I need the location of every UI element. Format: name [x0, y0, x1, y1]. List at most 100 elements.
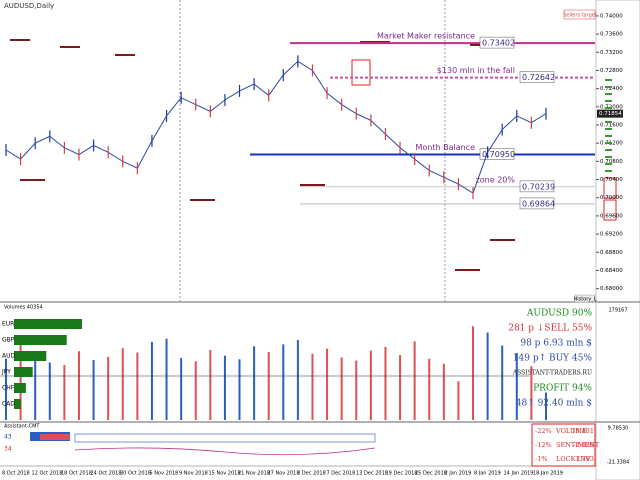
row-name: VOLUME [555, 427, 587, 435]
x-tick-label: 18 Oct 2018 [61, 471, 92, 477]
x-tick-label: 27 Nov 2018 [268, 471, 300, 477]
x-tick-label: 19 Dec 2018 [386, 471, 418, 477]
x-tick-label: 21 Nov 2018 [238, 471, 270, 477]
level-box [519, 180, 555, 193]
level-box [479, 36, 515, 49]
currency-label: CHF [2, 385, 15, 392]
x-tick-label: 3 Dec 2018 [297, 471, 326, 477]
x-tick-label: 30 Oct 2018 [120, 471, 151, 477]
level-text: Month Balance [415, 143, 475, 152]
y-tick-label: 0.69600 [600, 213, 623, 219]
indicator-axis-label: -21.3384 [607, 460, 629, 466]
y-tick-label: 0.70000 [600, 195, 623, 201]
row-pct: -22% [535, 427, 552, 435]
indicator-title: Assistant-CMT [4, 424, 40, 430]
level-label: 0.69864 [522, 199, 555, 208]
y-tick-label: 0.71600 [600, 123, 623, 129]
x-tick-label: 12 Oct 2018 [32, 471, 63, 477]
level-box [479, 148, 515, 160]
price-axis [595, 0, 640, 480]
row-pct: -1% [535, 455, 548, 463]
volume-title: Volumes 40354 [4, 305, 43, 311]
row-value: -7.026 [573, 441, 594, 449]
info-line: ASSISTANT-TRADERS.RU [512, 370, 592, 377]
row-pct: -12% [535, 441, 552, 449]
y-tick-label: 0.68000 [600, 286, 623, 292]
row-name: LOCK INV [556, 455, 591, 463]
y-tick-label: 0.68400 [600, 268, 623, 274]
y-tick-label: 0.70400 [600, 177, 623, 183]
decorative-dashes [10, 39, 515, 271]
level-box [519, 197, 555, 210]
info-line: PROFIT 94% [533, 384, 592, 394]
x-tick-label: 8 Jan 2019 [474, 471, 501, 477]
y-tick-label: 0.73600 [600, 32, 623, 38]
level-text: Market Maker resistance [377, 32, 475, 41]
y-tick-label: 0.69200 [600, 232, 623, 238]
currency-label: EUR [2, 321, 14, 328]
y-tick-label: 0.74000 [600, 13, 623, 19]
x-tick-label: 25 Dec 2018 [415, 471, 447, 477]
price-line [5, 60, 547, 194]
strength-bar [14, 335, 67, 345]
currency-label: JPY [1, 369, 11, 376]
corner-label: Sellers target [563, 13, 597, 19]
chart-title: AUDUSD,Daily [4, 2, 54, 10]
level-box [519, 71, 555, 83]
x-tick-label: 15 Nov 2018 [209, 471, 241, 477]
info-line: 48↑ 92.40 mln $ [516, 399, 592, 409]
x-tick-label: 14 Jan 2019 [504, 471, 534, 477]
y-tick-label: 0.70800 [600, 159, 623, 165]
stats-box [531, 423, 596, 467]
count-label: 34 [4, 446, 12, 453]
strength-bar [14, 367, 33, 377]
strength-bar [14, 399, 21, 409]
info-line: 98 p 6.93 mln $ [520, 339, 592, 349]
currency-label: AUD [2, 353, 15, 360]
info-line: 281 p ↓SELL 55% [508, 324, 592, 334]
history-button[interactable] [574, 294, 596, 303]
highlight-box [603, 199, 617, 221]
x-tick-label: 13 Dec 2018 [356, 471, 388, 477]
history-label[interactable]: History_L [573, 297, 596, 303]
y-tick-label: 0.72800 [600, 68, 623, 74]
x-tick-label: 18 Jan 2019 [533, 471, 563, 477]
count-label: 43 [4, 434, 12, 441]
current-price-label: 0.71854 [599, 111, 622, 117]
highlight-box [603, 177, 617, 199]
x-tick-label: 2 Jan 2019 [445, 471, 472, 477]
level-label: 0.70239 [522, 182, 555, 191]
level-label: 0.73402 [482, 39, 515, 48]
x-tick-label: 7 Dec 2018 [327, 471, 356, 477]
current-price-box [597, 109, 623, 118]
level-label: 0.70950 [482, 150, 515, 159]
level-text: zone 20% [476, 175, 516, 184]
row-name: SENTIMENT [556, 441, 600, 449]
row-value: 18.481 [571, 427, 594, 435]
corner-box [563, 9, 596, 20]
x-tick-label: 8 Oct 2018 [2, 471, 30, 477]
info-line: AUDUSD 90% [526, 309, 593, 319]
level-text: $130 mln in the fall [437, 66, 515, 75]
x-tick-label: 9 Nov 2018 [179, 471, 208, 477]
indicator-block [40, 434, 70, 440]
oscillator-line [74, 447, 376, 456]
level-label: 0.72642 [522, 73, 555, 82]
y-tick-label: 0.68800 [600, 250, 623, 256]
y-tick-label: 0.72400 [600, 86, 623, 92]
x-tick-label: 5 Nov 2018 [150, 471, 179, 477]
y-tick-label: 0.73200 [600, 50, 623, 56]
info-line: 149 p↑ BUY 45% [513, 354, 593, 364]
oscillator-band [74, 433, 376, 443]
volume-axis-label: 179167 [608, 308, 627, 314]
strength-bar [14, 351, 47, 361]
strength-bar [14, 383, 26, 393]
currency-label: CAD [2, 401, 15, 408]
row-value: 1.793 [575, 455, 594, 463]
highlight-box [351, 59, 371, 86]
currency-label: GBP [2, 337, 15, 344]
strength-bar [14, 319, 82, 329]
indicator-axis-label: 9.78530 [608, 426, 629, 432]
x-tick-label: 24 Oct 2018 [91, 471, 122, 477]
